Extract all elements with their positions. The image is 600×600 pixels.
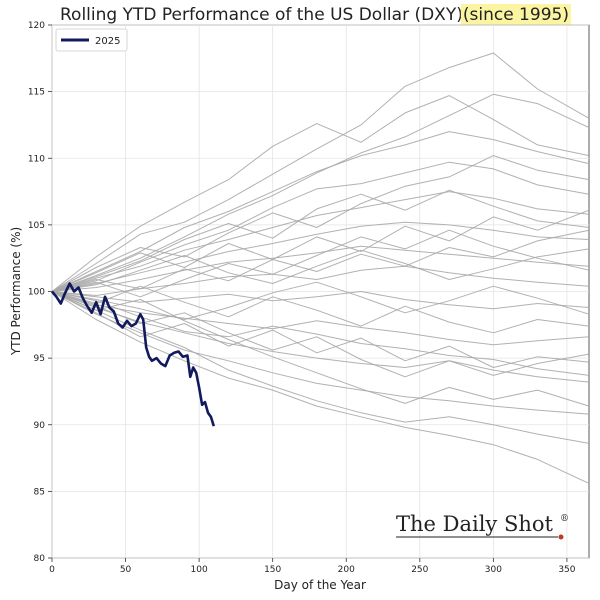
history-line-27 <box>51 229 590 298</box>
history-line-5 <box>51 191 590 292</box>
title-highlight-background <box>460 4 571 25</box>
brand-watermark: The Daily Shot ® <box>396 512 569 540</box>
x-axis-label: Day of the Year <box>274 578 366 592</box>
brand-registered-mark: ® <box>560 514 569 524</box>
history-line-18 <box>51 285 590 334</box>
axis-ticks: 0 50 100 150 200 250 300 350 80 85 90 95 100 105 110 11… <box>28 21 576 575</box>
history-line-21 <box>51 95 590 292</box>
x-tick-label-0: 0 <box>49 565 55 575</box>
legend: 2025 <box>55 28 128 52</box>
y-tick-label-120: 120 <box>28 21 45 31</box>
highlight-series-group <box>50 282 216 427</box>
history-line-12 <box>51 291 590 415</box>
history-line-16 <box>51 155 590 292</box>
history-line-9 <box>51 291 590 310</box>
history-line-13 <box>51 291 590 444</box>
y-tick-label-115: 115 <box>28 88 45 98</box>
y-axis-label: YTD Performance (%) <box>9 227 23 356</box>
brand-dot <box>558 534 564 540</box>
x-tick-label-300: 300 <box>485 565 502 575</box>
x-tick-label-50: 50 <box>120 565 132 575</box>
history-line-11 <box>51 291 590 383</box>
history-line-14 <box>51 291 590 484</box>
history-line-20 <box>51 209 590 292</box>
y-tick-label-85: 85 <box>34 487 45 497</box>
history-line-19 <box>51 291 590 378</box>
history-line-7 <box>51 245 590 292</box>
x-tick-label-250: 250 <box>411 565 428 575</box>
y-tick-label-95: 95 <box>34 354 45 364</box>
chart-title: Rolling YTD Performance of the US Dollar… <box>60 5 463 25</box>
history-line-10 <box>51 291 590 346</box>
history-line-2 <box>51 52 590 292</box>
history-line-4 <box>51 161 590 292</box>
y-tick-label-110: 110 <box>28 154 45 164</box>
history-line-17 <box>51 229 590 292</box>
history-line-25 <box>51 189 590 292</box>
chart-title-highlight: (since 1995) <box>463 5 569 25</box>
y-tick-label-100: 100 <box>28 288 45 298</box>
x-tick-label-350: 350 <box>558 565 575 575</box>
historical-series-group <box>51 52 590 484</box>
y-tick-label-90: 90 <box>34 421 46 431</box>
y-tick-label-80: 80 <box>34 554 46 564</box>
history-line-6 <box>51 221 590 292</box>
x-tick-label-200: 200 <box>338 565 355 575</box>
history-line-22 <box>51 291 590 368</box>
history-line-1 <box>51 93 590 292</box>
series-line-2025 <box>50 282 216 427</box>
brand-name: The Daily Shot <box>396 512 554 536</box>
x-tick-label-100: 100 <box>191 565 208 575</box>
history-line-23 <box>51 248 590 292</box>
history-line-3 <box>51 131 590 292</box>
x-tick-label-150: 150 <box>264 565 281 575</box>
history-line-24 <box>51 281 590 320</box>
history-line-26 <box>51 291 590 407</box>
y-tick-label-105: 105 <box>28 221 45 231</box>
legend-box <box>55 28 128 52</box>
legend-label-2025: 2025 <box>95 36 120 47</box>
